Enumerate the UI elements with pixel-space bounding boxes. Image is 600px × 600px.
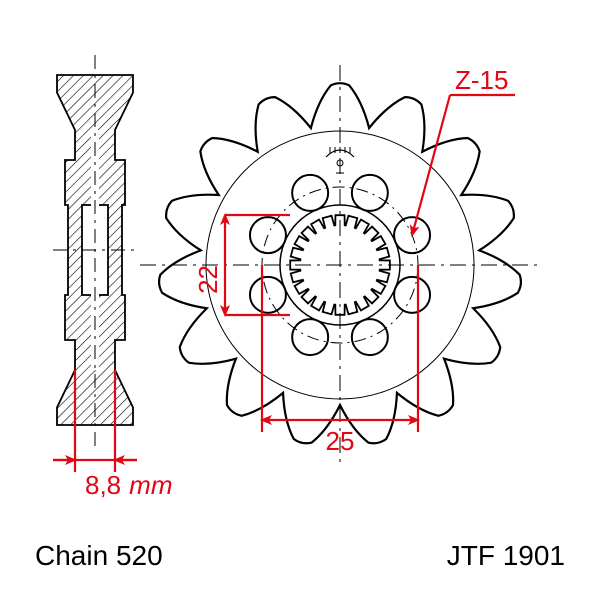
sprocket-front-view: 22 25 Z-15 — [140, 65, 540, 465]
part-number-label: JTF 1901 — [447, 540, 565, 571]
dim-22-text: 22 — [193, 265, 223, 294]
lightening-hole — [352, 319, 388, 355]
side-view: 8,8mm — [53, 55, 172, 500]
lightening-hole — [250, 277, 286, 313]
chain-label: Chain 520 — [35, 540, 163, 571]
z-label: Z-15 — [455, 65, 508, 95]
dim-width-text: 8,8mm — [85, 470, 172, 500]
lightening-hole — [352, 175, 388, 211]
dim-25-text: 25 — [326, 426, 355, 456]
